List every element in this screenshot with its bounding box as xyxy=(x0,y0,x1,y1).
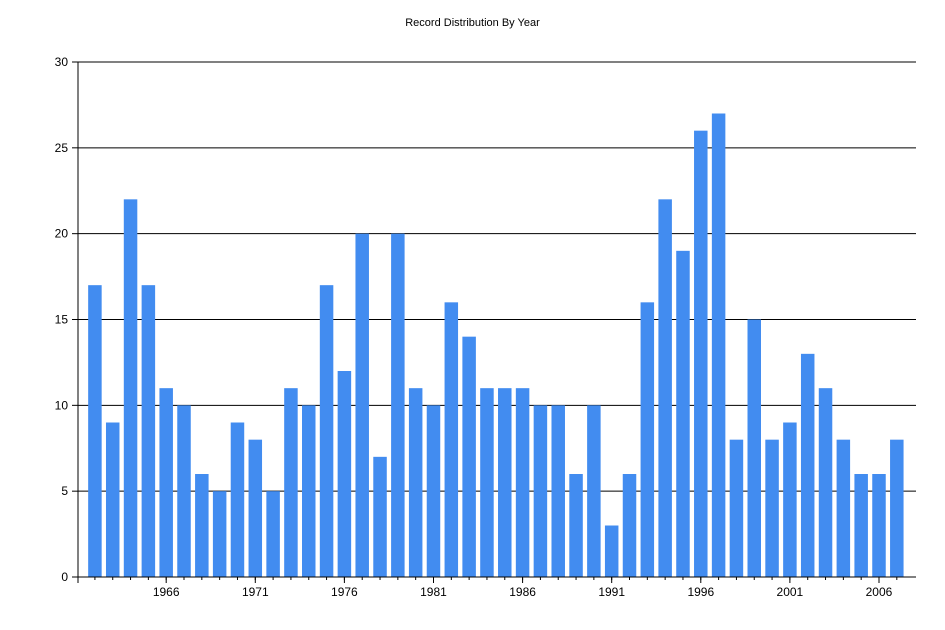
bar xyxy=(480,388,494,577)
bar xyxy=(515,388,530,577)
bar xyxy=(604,525,619,577)
bar xyxy=(337,371,352,577)
y-tick-label: 0 xyxy=(61,570,68,584)
bar xyxy=(818,388,833,577)
bar xyxy=(747,319,761,577)
x-tick-label: 1971 xyxy=(242,585,269,599)
bar xyxy=(783,422,797,577)
bar xyxy=(284,388,298,577)
bar xyxy=(302,405,316,577)
bar xyxy=(426,405,441,577)
bar xyxy=(872,474,886,577)
x-tick-label: 1981 xyxy=(420,585,447,599)
axes xyxy=(77,62,916,583)
bar xyxy=(498,388,512,577)
bar xyxy=(462,336,476,577)
bar xyxy=(890,439,904,577)
y-tick-label: 25 xyxy=(55,141,69,155)
bar xyxy=(729,439,744,577)
bar xyxy=(658,199,672,578)
y-tick-label: 20 xyxy=(55,227,69,241)
bar xyxy=(551,405,565,577)
bar xyxy=(212,491,227,577)
y-tick-label: 30 xyxy=(55,55,69,69)
bar xyxy=(88,285,102,577)
x-tick-label: 1986 xyxy=(509,585,536,599)
bar xyxy=(533,405,548,577)
bar xyxy=(836,439,851,577)
bar xyxy=(195,474,209,577)
x-tick-label: 2006 xyxy=(866,585,893,599)
bar xyxy=(248,439,263,577)
bar xyxy=(391,233,405,577)
bar xyxy=(569,474,583,577)
bar xyxy=(694,130,708,577)
x-tick-label: 1991 xyxy=(598,585,625,599)
x-tick-label: 1966 xyxy=(153,585,180,599)
bars xyxy=(88,113,904,578)
bar xyxy=(622,474,637,577)
bar xyxy=(408,388,423,577)
x-tick-label: 1996 xyxy=(687,585,714,599)
bar xyxy=(266,491,280,577)
bar xyxy=(587,405,601,577)
bar xyxy=(159,388,173,577)
y-tick-label: 15 xyxy=(55,313,69,327)
bar xyxy=(676,250,690,578)
bar xyxy=(105,422,120,577)
x-tick-label: 2001 xyxy=(777,585,804,599)
y-tick-label: 10 xyxy=(55,398,69,412)
bar xyxy=(640,302,655,577)
bar xyxy=(765,439,779,577)
chart-title: Record Distribution By Year xyxy=(405,17,540,29)
bar xyxy=(123,199,138,578)
bar xyxy=(711,113,726,577)
y-axis-ticks: 0 5 10 15 20 25 30 xyxy=(55,55,78,584)
y-tick-label: 5 xyxy=(61,484,68,498)
bar xyxy=(177,405,191,577)
bar xyxy=(230,422,245,577)
bar xyxy=(373,456,387,577)
x-tick-label: 1976 xyxy=(331,585,358,599)
bar xyxy=(444,302,459,577)
bar xyxy=(141,285,156,577)
bar xyxy=(355,233,369,577)
bar xyxy=(319,285,334,577)
bar xyxy=(800,353,815,577)
x-axis-ticks: 1966 1971 1976 1981 1986 1991 1996 2001 2006 xyxy=(94,577,898,599)
bar xyxy=(854,474,868,577)
